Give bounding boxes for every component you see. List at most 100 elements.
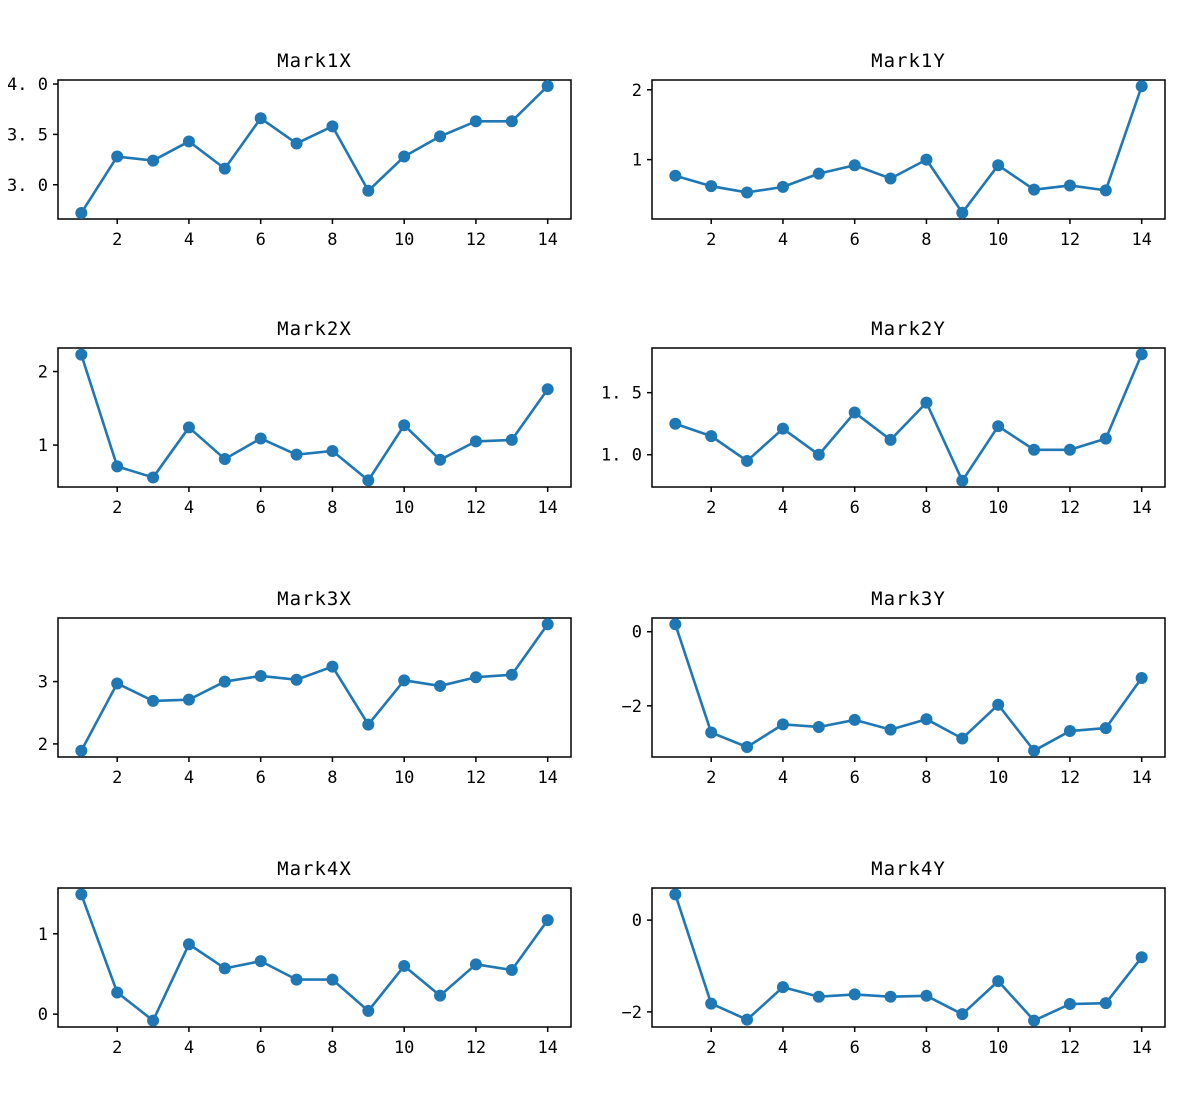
data-point	[290, 973, 303, 986]
data-point	[920, 153, 933, 166]
x-tick-label: 6	[256, 768, 266, 788]
x-tick-label: 14	[537, 498, 557, 518]
data-point	[992, 698, 1005, 711]
data-point	[1028, 1014, 1041, 1027]
data-point	[218, 962, 231, 975]
plot-line	[674, 84, 1143, 215]
data-point	[218, 162, 231, 175]
x-tick-label: 8	[327, 230, 337, 250]
data-point	[541, 80, 554, 93]
data-point	[1063, 725, 1076, 738]
data-point	[505, 963, 518, 976]
plot-canvas-mark2y: 1. 0 1. 5 2 4 6 8 10 12 14	[602, 347, 1166, 518]
x-tick-label: 8	[327, 498, 337, 518]
subplot-mark2y: Mark2Y 1. 0 1. 5 2 4 6 8 10 12 14	[602, 318, 1173, 523]
data-point	[218, 675, 231, 688]
data-point	[741, 454, 754, 467]
x-tick-label: 6	[256, 230, 266, 250]
data-point	[1135, 672, 1148, 685]
data-point	[182, 938, 195, 951]
y-tick-label: 3	[38, 673, 48, 693]
y-tick-label: 1	[38, 925, 48, 945]
subplot-mark1y: Mark1Y 1 2 2 4 6 8 10 12 14	[602, 50, 1173, 255]
x-tick-label: 10	[394, 230, 414, 250]
x-tick-label: 8	[327, 1038, 337, 1058]
plot-title: Mark1X	[277, 50, 352, 72]
data-point	[1063, 443, 1076, 456]
data-point	[1135, 80, 1148, 93]
data-point	[1099, 997, 1112, 1010]
data-point	[848, 406, 861, 419]
plot-spines	[57, 79, 572, 220]
data-point	[326, 660, 339, 673]
data-point	[541, 914, 554, 927]
plot-line	[80, 893, 549, 1022]
x-tick-label: 10	[988, 768, 1008, 788]
x-tick-label: 4	[184, 230, 194, 250]
plot-line	[674, 623, 1143, 752]
data-point	[812, 448, 825, 461]
data-point	[326, 120, 339, 133]
data-point	[776, 180, 789, 193]
plot-title: Mark3X	[277, 588, 352, 610]
plot-spines	[57, 887, 572, 1028]
x-tick-label: 10	[394, 1038, 414, 1058]
data-point	[111, 150, 124, 163]
subplot-mark4y: Mark4Y −2 0 2 4 6 8 10 12 14	[602, 858, 1173, 1063]
x-tick-label: 14	[1131, 498, 1151, 518]
data-point	[182, 421, 195, 434]
x-tick-label: 6	[256, 1038, 266, 1058]
data-point	[848, 159, 861, 172]
x-tick-label: 12	[466, 1038, 486, 1058]
plot-title: Mark4Y	[871, 858, 946, 880]
x-tick-label: 14	[1131, 230, 1151, 250]
x-tick-label: 12	[1060, 230, 1080, 250]
subplot-mark1x: Mark1X 3. 0 3. 5 4. 0 2 4 6 8 10 12 14	[8, 50, 579, 255]
x-tick-label: 14	[537, 1038, 557, 1058]
x-tick-label: 2	[706, 768, 716, 788]
y-tick-label: 3. 0	[8, 176, 48, 196]
data-point	[75, 348, 88, 361]
x-tick-label: 12	[466, 498, 486, 518]
data-point	[1099, 184, 1112, 197]
x-tick-label: 8	[921, 768, 931, 788]
data-point	[669, 618, 682, 631]
y-tick-label: 2	[38, 735, 48, 755]
x-tick-label: 14	[1131, 1038, 1151, 1058]
x-tick-label: 2	[706, 230, 716, 250]
data-point	[362, 1004, 375, 1017]
data-point	[705, 997, 718, 1010]
x-tick-label: 10	[988, 230, 1008, 250]
data-point	[776, 718, 789, 731]
y-tick-label: 0	[632, 623, 642, 643]
data-point	[776, 422, 789, 435]
plot-canvas-mark2x: 122 4 6 8 10 12 14	[38, 347, 572, 518]
x-tick-label: 6	[850, 498, 860, 518]
y-tick-label: −2	[622, 697, 642, 717]
y-tick-label: 1. 5	[602, 384, 642, 404]
data-point	[776, 981, 789, 994]
data-point	[956, 1008, 969, 1021]
data-point	[1135, 348, 1148, 361]
data-point	[669, 888, 682, 901]
data-point	[669, 169, 682, 182]
data-point	[848, 713, 861, 726]
x-tick-label: 8	[921, 230, 931, 250]
plot-title: Mark1Y	[871, 50, 946, 72]
data-point	[705, 430, 718, 443]
data-point	[254, 669, 267, 682]
data-point	[920, 396, 933, 409]
data-point	[147, 154, 160, 167]
data-point	[1063, 998, 1076, 1011]
plot-line	[80, 622, 549, 753]
x-tick-label: 14	[537, 768, 557, 788]
data-point	[812, 990, 825, 1003]
y-tick-label: −2	[622, 1003, 642, 1023]
data-point	[147, 471, 160, 484]
plot-title: Mark3Y	[871, 588, 946, 610]
plot-spines	[651, 347, 1166, 488]
data-point	[1028, 443, 1041, 456]
x-tick-label: 12	[466, 768, 486, 788]
plot-spines	[57, 617, 572, 758]
y-tick-label: 2	[38, 363, 48, 383]
